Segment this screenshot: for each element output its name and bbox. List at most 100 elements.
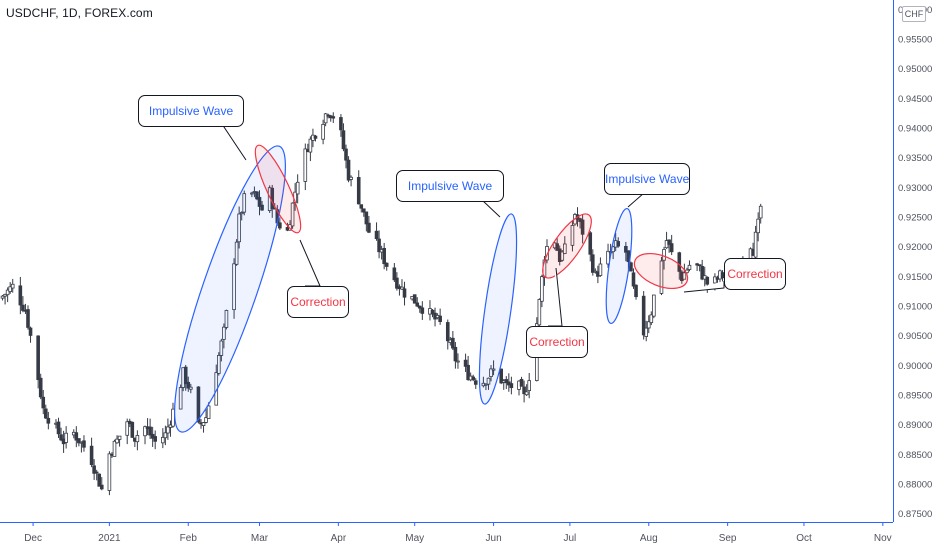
candle	[646, 315, 651, 334]
candle	[344, 144, 348, 169]
candle	[250, 191, 254, 198]
candle	[384, 262, 389, 271]
correction-ellipse-1[interactable]	[248, 141, 309, 237]
correction-callout-1[interactable]: Correction	[287, 286, 349, 318]
candle-body	[367, 222, 371, 233]
candle	[590, 249, 595, 276]
y-tick-label: 0.92500	[898, 213, 932, 224]
y-tick-label: 0.87500	[898, 509, 932, 520]
x-tick-label: Feb	[180, 533, 198, 544]
candle	[545, 239, 549, 264]
candle	[153, 430, 157, 450]
candle	[420, 301, 425, 320]
candle	[484, 383, 488, 391]
correction-callout-2[interactable]: Correction	[526, 326, 588, 358]
impulse-ellipse-2[interactable]	[472, 212, 524, 406]
impulse-ellipse-3[interactable]	[601, 207, 637, 325]
y-tick-label: 0.93500	[898, 153, 932, 164]
candle	[395, 272, 399, 291]
candle-body	[222, 326, 226, 340]
candle-body	[652, 294, 656, 317]
candle-body	[445, 322, 450, 342]
candle-body	[115, 438, 119, 444]
candle-body	[545, 246, 549, 261]
candle	[473, 378, 478, 389]
impulsive-wave-callout-3[interactable]: Impulsive Wave	[604, 163, 690, 195]
candle	[295, 174, 300, 204]
candle-body	[524, 391, 529, 396]
candle	[107, 451, 112, 496]
correction-callout-3[interactable]: Correction	[724, 258, 786, 290]
candle-body	[504, 379, 509, 384]
candle	[28, 326, 33, 343]
candle	[222, 323, 226, 349]
candle	[438, 308, 442, 325]
candle-body	[18, 285, 23, 306]
candle	[356, 170, 361, 205]
candle	[10, 278, 15, 293]
y-tick-label: 0.91500	[898, 272, 932, 283]
candle-body	[395, 277, 399, 289]
candle	[204, 409, 208, 424]
candle	[415, 297, 420, 308]
candle	[417, 305, 422, 313]
y-tick-label: 0.88000	[898, 479, 932, 490]
candle	[18, 276, 23, 315]
candle-body	[130, 421, 135, 438]
correction-ellipse-3[interactable]	[629, 247, 692, 296]
candle-body	[644, 327, 649, 337]
candle-body	[339, 117, 343, 131]
candle-body	[705, 276, 710, 285]
y-tick-label: 0.95000	[898, 64, 932, 75]
correction-ellipse-2[interactable]	[535, 207, 600, 284]
candle-body	[560, 251, 565, 261]
candle	[46, 411, 51, 430]
candle-body	[362, 208, 366, 213]
candle-body	[224, 310, 229, 328]
candle-body	[420, 307, 425, 314]
x-tick-label: Jul	[564, 533, 577, 544]
candle-body	[28, 327, 33, 336]
candle-body	[412, 294, 417, 304]
candle	[36, 335, 40, 389]
candle-body	[537, 299, 542, 326]
candle-body	[649, 314, 654, 324]
candle	[364, 211, 369, 232]
y-tick-label: 0.90000	[898, 361, 932, 372]
candle	[97, 473, 102, 487]
candle-body	[250, 192, 254, 195]
candle-body	[606, 250, 610, 265]
candle	[700, 259, 704, 281]
impulse-ellipse-1[interactable]	[155, 137, 304, 440]
candle-body	[346, 159, 351, 181]
candle-body	[232, 263, 236, 311]
candle	[588, 230, 593, 262]
impulse-pointer-3	[627, 192, 645, 208]
currency-badge[interactable]: CHF	[902, 6, 926, 22]
impulsive-wave-callout-1[interactable]: Impulsive Wave	[138, 95, 244, 127]
impulsive-wave-callout-2[interactable]: Impulsive Wave	[396, 170, 504, 202]
candle-body	[82, 440, 86, 448]
candle-body	[415, 302, 420, 307]
candle-body	[667, 239, 671, 245]
candle	[392, 262, 397, 283]
candle-body	[456, 360, 460, 363]
candle-body	[392, 267, 397, 281]
candle	[524, 384, 529, 396]
candle	[183, 364, 188, 391]
candle-body	[438, 315, 442, 322]
candle-body	[43, 408, 48, 419]
candle	[112, 439, 117, 457]
candle	[695, 262, 699, 272]
candle-body	[598, 263, 603, 276]
candle	[359, 204, 364, 213]
candle	[445, 319, 450, 350]
candle	[166, 418, 170, 440]
y-tick-label: 0.93000	[898, 183, 932, 194]
candle	[8, 282, 12, 294]
candle-body	[499, 368, 503, 384]
candle	[339, 114, 343, 137]
candle	[196, 386, 201, 424]
